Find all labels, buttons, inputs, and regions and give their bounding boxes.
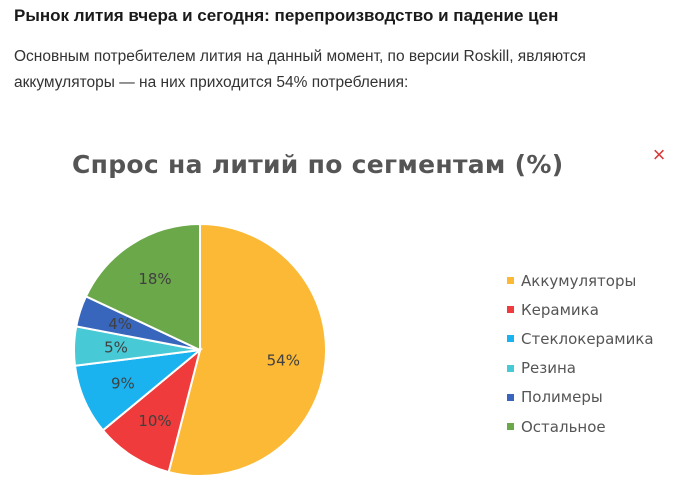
legend-swatch — [507, 335, 514, 343]
pie-slice-1 — [167, 222, 327, 477]
pie-slice-6 — [84, 222, 201, 352]
pie-labels: 54% 10% 9% 5% 4% 18% — [104, 270, 300, 430]
article-heading: Рынок лития вчера и сегодня: перепроизво… — [14, 6, 559, 25]
legend-item-3: Стеклокерамика — [507, 324, 654, 353]
legend-item-2: Керамика — [507, 295, 654, 324]
pie-slice-2 — [101, 347, 202, 474]
legend-swatch — [507, 364, 514, 372]
slice-label-5: 4% — [108, 315, 132, 333]
legend-label: Керамика — [521, 300, 599, 319]
legend-item-6: Остальное — [507, 412, 654, 441]
slice-label-1: 54% — [267, 352, 300, 370]
close-icon[interactable]: × — [652, 142, 666, 167]
slice-label-6: 18% — [138, 270, 171, 288]
legend-label: Аккумуляторы — [521, 271, 637, 290]
legend-swatch — [507, 393, 514, 401]
legend-swatch — [507, 277, 514, 285]
legend-swatch — [507, 423, 514, 431]
legend-label: Резина — [521, 359, 576, 378]
legend-item-4: Резина — [507, 354, 654, 383]
slice-label-2: 10% — [138, 412, 171, 430]
legend-label: Полимеры — [521, 388, 603, 407]
pie-slices — [72, 222, 327, 477]
chart-legend: Аккумуляторы Керамика Стеклокерамика Резина… — [507, 266, 654, 441]
legend-item-5: Полимеры — [507, 383, 654, 412]
article-paragraph: Основным потребителем лития на данный мо… — [14, 48, 586, 91]
legend-item-1: Аккумуляторы — [507, 266, 654, 295]
legend-swatch — [507, 306, 514, 314]
slice-label-4: 5% — [104, 338, 128, 356]
legend-label: Остальное — [521, 417, 606, 436]
legend-label: Стеклокерамика — [521, 329, 654, 348]
slice-label-3: 9% — [111, 374, 135, 392]
chart-title: Спрос на литий по сегментам (%) — [72, 150, 564, 179]
